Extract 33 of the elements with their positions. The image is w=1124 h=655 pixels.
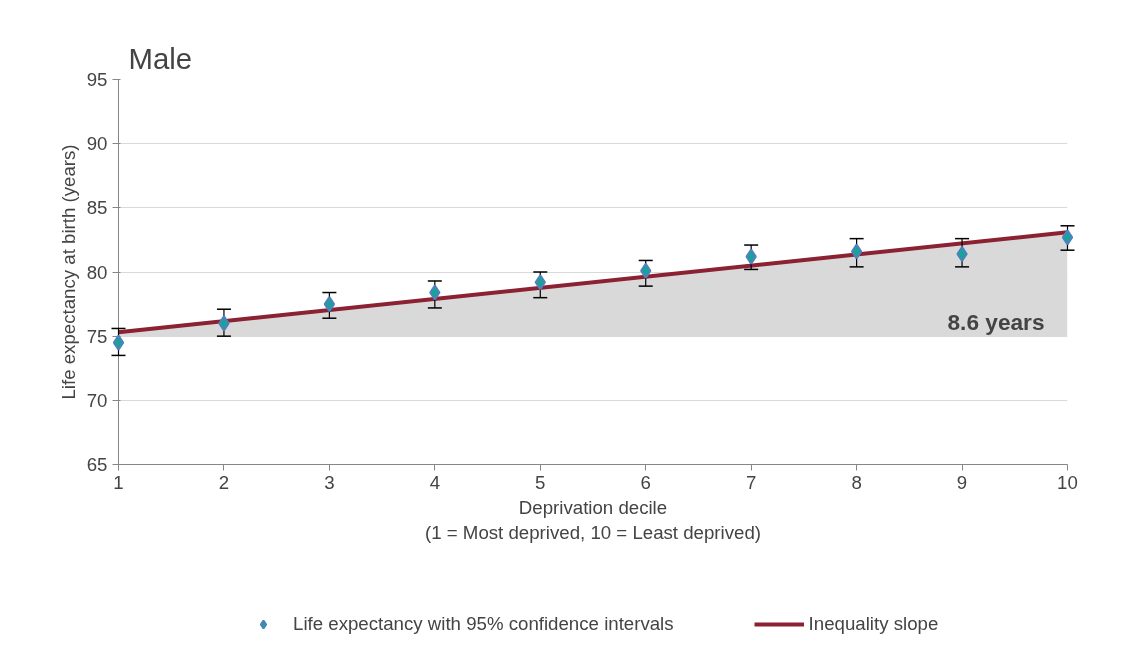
y-tick-label: 90	[86, 133, 108, 155]
point	[745, 248, 757, 265]
y-tick-label: 65	[86, 454, 108, 475]
y-tick-label: 75	[86, 325, 108, 347]
y-axis-title: Life expectancy at birth (years)	[57, 144, 79, 400]
point	[1061, 229, 1074, 246]
point	[429, 284, 441, 301]
x-tick-label: 4	[429, 471, 441, 493]
annotation: 8.6 years	[947, 308, 1045, 335]
x-axis-title: Deprivation decile (1 = Most deprived, 10 = Least deprived)	[425, 496, 762, 543]
y-tick-label: 80	[86, 261, 108, 283]
point	[956, 246, 968, 263]
y-tick-label: 85	[86, 197, 108, 219]
y-tick-label: 70	[86, 389, 108, 411]
legend-label: Life expectancy with 95% confidence intervals	[293, 613, 674, 635]
point	[534, 274, 546, 291]
point	[323, 296, 336, 313]
x-tick-label: 6	[640, 471, 651, 493]
y-tick-label: 95	[86, 69, 108, 90]
x-tick-label: 10	[1057, 471, 1078, 493]
x-tick-label: 9	[956, 471, 968, 493]
point	[218, 315, 230, 332]
x-tick-label: 5	[535, 471, 546, 493]
x-tick-label: 7	[745, 471, 757, 493]
x-tick-label: 2	[218, 471, 230, 493]
x-tick-label: 3	[324, 471, 335, 493]
point	[112, 334, 125, 351]
x-tick-label: 1	[113, 471, 124, 493]
point	[850, 243, 863, 260]
x-tick-label: 8	[851, 471, 862, 493]
legend-label: Inequality slope	[808, 613, 939, 635]
point	[640, 262, 652, 279]
chart-title: Male	[128, 41, 193, 75]
